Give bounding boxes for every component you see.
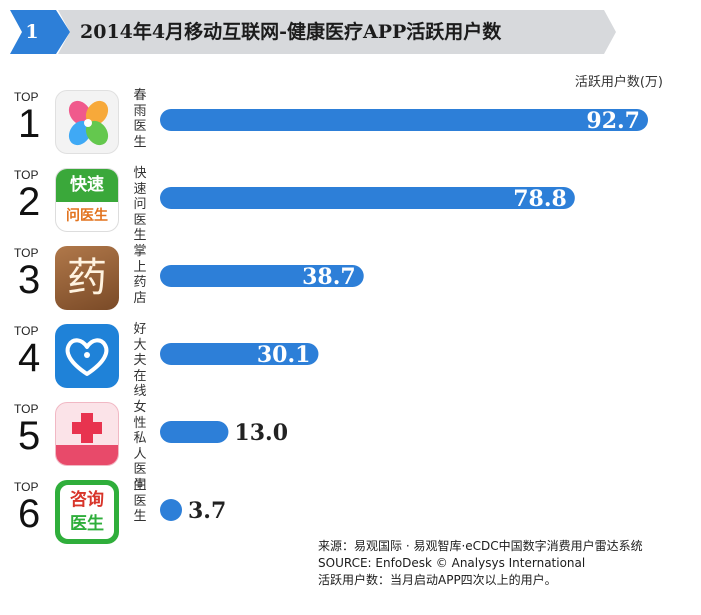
source-note: 来源：易观国际 · 易观智库·eCDC中国数字消费用户雷达系统 SOURCE: … — [318, 538, 643, 589]
icon-text-top: 咨询 — [70, 490, 104, 510]
rank-number: 4 — [18, 336, 41, 380]
source-en: SOURCE: EnfoDesk © Analysys Internationa… — [318, 556, 586, 570]
top-prefix: TOP — [14, 324, 39, 338]
rank-number: 3 — [18, 258, 41, 302]
top-prefix: TOP — [14, 480, 39, 494]
source-cn: 来源：易观国际 · 易观智库·eCDC中国数字消费用户雷达系统 — [318, 539, 643, 553]
rank-number: 6 — [18, 492, 41, 536]
rank-number: 2 — [18, 180, 41, 224]
rank-row-2: TOP 2 快速 问医生 快速问医生 — [0, 164, 701, 243]
top-prefix: TOP — [14, 402, 39, 416]
top-prefix: TOP — [14, 246, 39, 260]
app-name: 问医生 — [133, 478, 147, 524]
chunyu-flower-icon — [55, 90, 119, 154]
icon-glyph: 药 — [67, 255, 107, 301]
top-prefix: TOP — [14, 90, 39, 104]
app-name: 快速问医生 — [133, 166, 147, 243]
wenyisheng-icon: 咨询 医生 — [55, 480, 119, 544]
definition-note: 活跃用户数：当月启动APP四次以上的用户。 — [318, 573, 557, 587]
kuaisu-wenyisheng-icon: 快速 问医生 — [55, 168, 119, 232]
app-name: 女性私人医生 — [133, 400, 147, 493]
nvxing-siren-yisheng-icon — [55, 402, 119, 466]
icon-text-top: 快速 — [56, 169, 118, 202]
badge-chevron — [10, 10, 70, 54]
rank-row-5: TOP 5 女性私人医生 — [0, 398, 701, 493]
top-prefix: TOP — [14, 168, 39, 182]
app-name: 掌上药店 — [133, 244, 147, 306]
app-name: 好大夫在线 — [133, 322, 147, 399]
rank-row-4: TOP 4 好大夫在线 — [0, 320, 701, 399]
rank-number: 5 — [18, 414, 41, 458]
icon-text-bottom: 问医生 — [66, 208, 108, 224]
rank-number: 1 — [18, 102, 41, 146]
zhangshang-yaodian-icon: 药 — [55, 246, 119, 310]
chart-title: 2014年4月移动互联网-健康医疗APP活跃用户数 — [80, 21, 502, 43]
app-name: 春雨医生 — [133, 88, 147, 150]
haodaifu-heart-icon — [55, 324, 119, 388]
value-axis-unit: 活跃用户数(万) — [574, 75, 663, 90]
title-band — [58, 10, 616, 54]
section-number-badge: 1 — [25, 21, 39, 43]
rank-row-6: TOP 6 咨询 医生 问医生 — [0, 476, 701, 554]
icon-text-bottom: 医生 — [70, 514, 104, 534]
rank-row-3: TOP 3 药 掌上药店 — [0, 242, 701, 320]
rank-row-1: TOP 1 春雨医生 — [0, 86, 701, 164]
